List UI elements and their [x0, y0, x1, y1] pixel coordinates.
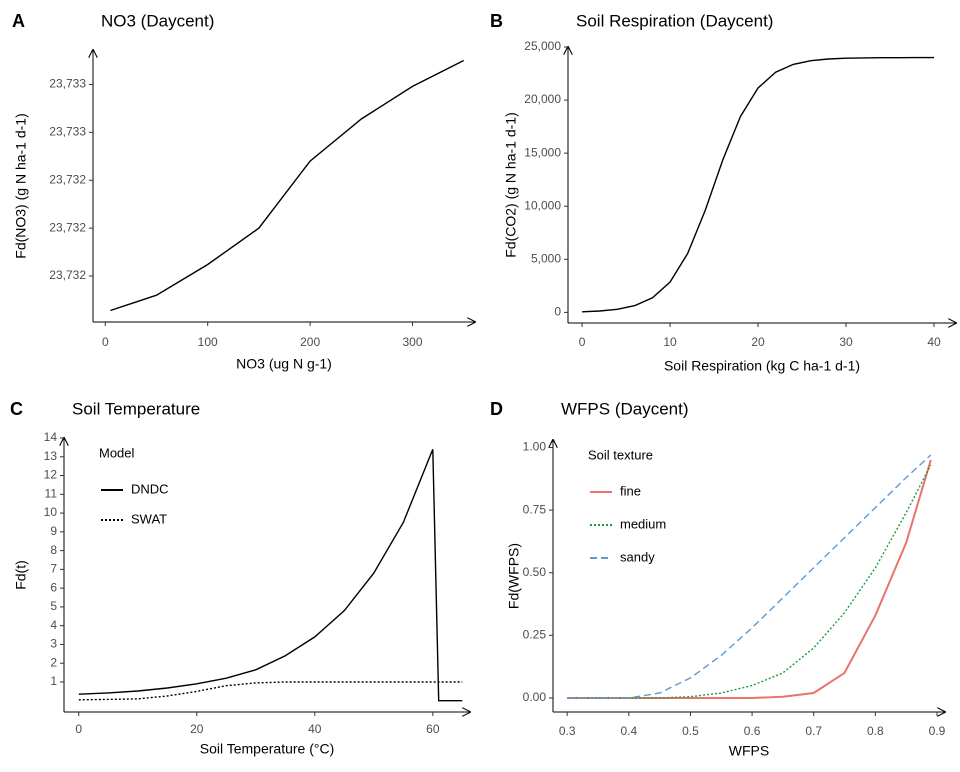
x-tick-label: 0.6 [744, 724, 761, 738]
x-axis-label: Soil Temperature (°C) [200, 741, 335, 757]
y-tick-label: 13 [44, 449, 58, 463]
x-tick-label: 60 [426, 722, 440, 736]
y-tick-label: 5 [50, 599, 57, 613]
legend-label: medium [620, 516, 666, 531]
panel-label: D [490, 399, 503, 419]
legend-label: DNDC [131, 481, 169, 496]
x-tick-label: 40 [927, 335, 941, 349]
chart-title: Soil Respiration (Daycent) [576, 11, 773, 30]
panel-label: A [12, 11, 25, 31]
chart-title: NO3 (Daycent) [101, 11, 214, 30]
data-line [110, 59, 465, 312]
data-line [567, 454, 932, 699]
x-tick-label: 40 [308, 722, 322, 736]
x-tick-label: 100 [198, 335, 218, 349]
y-axis-label: Fd(t) [13, 560, 29, 590]
x-tick-label: 0 [102, 335, 109, 349]
chart-title: WFPS (Daycent) [561, 399, 689, 418]
y-tick-label: 8 [50, 543, 57, 557]
y-tick-label: 9 [50, 524, 57, 538]
legend-label: fine [620, 483, 641, 498]
x-tick-label: 0.9 [929, 724, 946, 738]
y-tick-label: 0.50 [523, 565, 547, 579]
x-tick-label: 0.4 [620, 724, 637, 738]
x-tick-label: 0.3 [559, 724, 576, 738]
chart-title: Soil Temperature [72, 399, 200, 418]
y-tick-label: 15,000 [524, 145, 561, 159]
y-axis-label: Fd(NO3) (g N ha-1 d-1) [13, 113, 29, 258]
y-tick-label: 11 [45, 486, 58, 500]
x-axis-label: NO3 (ug N g-1) [236, 356, 332, 372]
data-line [582, 56, 934, 313]
y-tick-label: 0.25 [523, 628, 547, 642]
y-tick-label: 7 [50, 562, 57, 576]
x-axis-label: WFPS [729, 743, 769, 759]
y-tick-label: 3 [50, 637, 57, 651]
x-tick-label: 20 [190, 722, 204, 736]
data-line [567, 464, 932, 699]
x-tick-label: 0.8 [867, 724, 884, 738]
y-tick-label: 23,732 [49, 268, 86, 282]
y-tick-label: 0 [554, 305, 561, 319]
data-line [78, 449, 463, 702]
y-axis-label: Fd(WFPS) [506, 543, 522, 609]
y-tick-label: 23,733 [49, 125, 86, 139]
y-tick-label: 2 [50, 655, 57, 669]
x-tick-label: 20 [751, 335, 765, 349]
y-tick-label: 6 [50, 580, 57, 594]
legend-title: Soil texture [588, 447, 653, 462]
y-tick-label: 23,732 [49, 172, 86, 186]
y-tick-label: 10 [44, 505, 58, 519]
y-tick-label: 12 [44, 468, 58, 482]
x-tick-label: 0 [75, 722, 82, 736]
y-tick-label: 20,000 [524, 92, 561, 106]
x-tick-label: 0 [579, 335, 586, 349]
y-tick-label: 1 [50, 674, 57, 688]
panel-label: C [10, 399, 23, 419]
y-tick-label: 5,000 [531, 251, 561, 265]
y-tick-label: 0.75 [523, 502, 547, 516]
y-axis-label: Fd(CO2) (g N ha-1 d-1) [503, 112, 519, 257]
y-tick-label: 14 [44, 430, 58, 444]
x-tick-label: 0.7 [805, 724, 822, 738]
y-tick-label: 25,000 [524, 39, 561, 53]
legend-label: SWAT [131, 511, 167, 526]
x-tick-label: 300 [403, 335, 423, 349]
y-tick-label: 23,732 [49, 220, 86, 234]
x-tick-label: 200 [300, 335, 320, 349]
x-tick-label: 0.5 [682, 724, 699, 738]
y-tick-label: 1.00 [523, 440, 547, 454]
legend-label: sandy [620, 549, 655, 564]
x-tick-label: 30 [839, 335, 853, 349]
y-tick-label: 23,733 [49, 77, 86, 91]
x-axis-label: Soil Respiration (kg C ha-1 d-1) [664, 358, 860, 374]
legend-title: Model [99, 445, 135, 460]
y-tick-label: 4 [50, 618, 57, 632]
y-tick-label: 10,000 [524, 198, 561, 212]
data-line [78, 681, 463, 701]
y-tick-label: 0.00 [523, 690, 547, 704]
x-tick-label: 10 [663, 335, 677, 349]
panel-label: B [490, 11, 503, 31]
